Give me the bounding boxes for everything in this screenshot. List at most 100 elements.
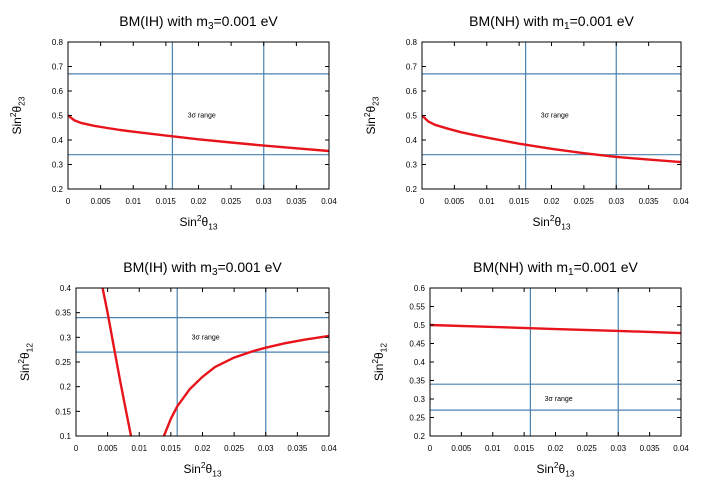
- range-annotation: 3σ range: [192, 334, 220, 341]
- title-text-end: =0.001 eV: [214, 13, 279, 29]
- y-tick-label: 0.6: [52, 87, 64, 96]
- y-tick-label: 0.15: [55, 407, 71, 416]
- x-tick-label: 0: [420, 197, 425, 206]
- x-axis-label: Sin2θ13: [183, 460, 221, 478]
- series-1-curve-segment-1: [101, 288, 133, 436]
- x-tick-label: 0.03: [258, 444, 274, 453]
- y-tick-label: 0.4: [60, 284, 72, 293]
- label-base: Sin: [364, 117, 378, 134]
- x-tick-label: 0.02: [195, 444, 211, 453]
- x-tick-label: 0.015: [161, 444, 182, 453]
- x-tick-label: 0.025: [224, 444, 245, 453]
- title-text: BM(NH) with m: [469, 13, 564, 29]
- label-sup: 2: [16, 359, 26, 364]
- title-text-end: =0.001 eV: [218, 259, 283, 275]
- title-text: BM(IH) with m: [119, 13, 208, 29]
- title-subscript: 3: [212, 267, 218, 278]
- title-text-end: =0.001 eV: [570, 13, 635, 29]
- label-sub: 23: [371, 96, 381, 106]
- label-symbol: θ: [559, 462, 566, 476]
- label-symbol: θ: [372, 352, 386, 359]
- label-sup: 2: [550, 213, 555, 223]
- series-1-curve-segment-2: [162, 334, 329, 436]
- title-text: BM(IH) with m: [123, 259, 212, 275]
- x-tick-label: 0.035: [639, 197, 660, 206]
- y-tick-label: 0.45: [409, 340, 425, 349]
- x-tick-label: 0.03: [256, 197, 272, 206]
- y-axis-label: Sin2θ12: [370, 343, 388, 381]
- label-base: Sin: [179, 215, 196, 229]
- title-subscript: 3: [208, 21, 214, 32]
- title-subscript: 1: [568, 267, 574, 278]
- x-tick-label: 0.03: [608, 197, 624, 206]
- label-sub: 12: [379, 343, 389, 353]
- y-tick-label: 0.7: [52, 63, 64, 72]
- y-tick-label: 0.4: [406, 136, 418, 145]
- series-1-curve-segment-1: [430, 323, 681, 335]
- y-tick-label: 0.4: [52, 136, 64, 145]
- x-tick-label: 0.035: [287, 444, 308, 453]
- x-tick-label: 0.025: [577, 444, 598, 453]
- label-base: Sin: [18, 364, 32, 381]
- y-tick-label: 0.2: [406, 185, 418, 194]
- label-base: Sin: [532, 215, 549, 229]
- x-tick-label: 0: [428, 444, 433, 453]
- x-tick-label: 0: [74, 444, 79, 453]
- x-tick-label: 0.04: [673, 197, 689, 206]
- label-base: Sin: [536, 462, 553, 476]
- y-tick-label: 0.5: [52, 112, 64, 121]
- x-tick-label: 0.04: [673, 444, 689, 453]
- chart-panel-2: 0 0.005 0.01 0.015 0.02 0.025 0.03 0.035 0.04 0.2…: [362, 13, 689, 232]
- chart-panel-3: 0 0.005 0.01 0.015 0.02 0.025 0.03 0.035 0.04 0.1…: [16, 259, 337, 479]
- chart-panel-1: 0 0.005 0.01 0.015 0.02 0.025 0.03 0.035 0.04 0.2…: [8, 13, 337, 232]
- label-sup: 2: [362, 112, 372, 117]
- y-tick-label: 0.7: [406, 63, 418, 72]
- y-tick-label: 0.6: [406, 87, 418, 96]
- range-annotation: 3σ range: [545, 396, 573, 403]
- x-tick-label: 0.035: [640, 444, 661, 453]
- x-tick-label: 0.02: [548, 444, 564, 453]
- label-symbol: θ: [364, 106, 378, 113]
- label-sup: 2: [197, 213, 202, 223]
- y-tick-label: 0.25: [55, 358, 71, 367]
- y-tick-label: 0.2: [52, 185, 64, 194]
- label-sup: 2: [8, 112, 18, 117]
- x-tick-label: 0.025: [221, 197, 242, 206]
- series-1-curve-segment-1: [68, 114, 329, 153]
- x-tick-label: 0.02: [544, 197, 560, 206]
- label-symbol: θ: [202, 215, 209, 229]
- x-tick-label: 0.025: [574, 197, 595, 206]
- label-sub: 23: [17, 96, 27, 106]
- y-tick-label: 0.5: [414, 321, 426, 330]
- x-tick-label: 0.005: [451, 444, 472, 453]
- x-tick-label: 0.015: [514, 444, 535, 453]
- label-sup: 2: [201, 460, 206, 470]
- y-axis-label: Sin2θ23: [8, 96, 26, 134]
- y-tick-label: 0.8: [52, 38, 64, 47]
- y-tick-label: 0.3: [414, 395, 426, 404]
- y-tick-label: 0.25: [409, 414, 425, 423]
- x-tick-label: 0.01: [485, 444, 501, 453]
- label-symbol: θ: [18, 352, 32, 359]
- chart-title: BM(NH) with m1=0.001 eV: [469, 13, 634, 32]
- x-tick-label: 0.005: [444, 197, 465, 206]
- y-axis-label: Sin2θ23: [362, 96, 380, 134]
- x-axis-label: Sin2θ13: [536, 460, 574, 478]
- label-sup: 2: [554, 460, 559, 470]
- label-sub: 12: [25, 343, 35, 353]
- chart-title: BM(NH) with m1=0.001 eV: [473, 259, 638, 278]
- x-axis-label: Sin2θ13: [532, 213, 570, 231]
- label-sup: 2: [370, 359, 380, 364]
- label-sub: 13: [565, 469, 575, 479]
- y-tick-label: 0.35: [409, 377, 425, 386]
- y-tick-label: 0.2: [60, 383, 72, 392]
- y-tick-label: 0.6: [414, 284, 426, 293]
- x-tick-label: 0.01: [479, 197, 495, 206]
- range-annotation: 3σ range: [188, 113, 216, 120]
- y-tick-label: 0.55: [409, 303, 425, 312]
- x-tick-label: 0.02: [191, 197, 207, 206]
- plot-frame: [429, 287, 682, 437]
- y-axis-label: Sin2θ12: [16, 343, 34, 381]
- y-tick-label: 0.3: [60, 333, 72, 342]
